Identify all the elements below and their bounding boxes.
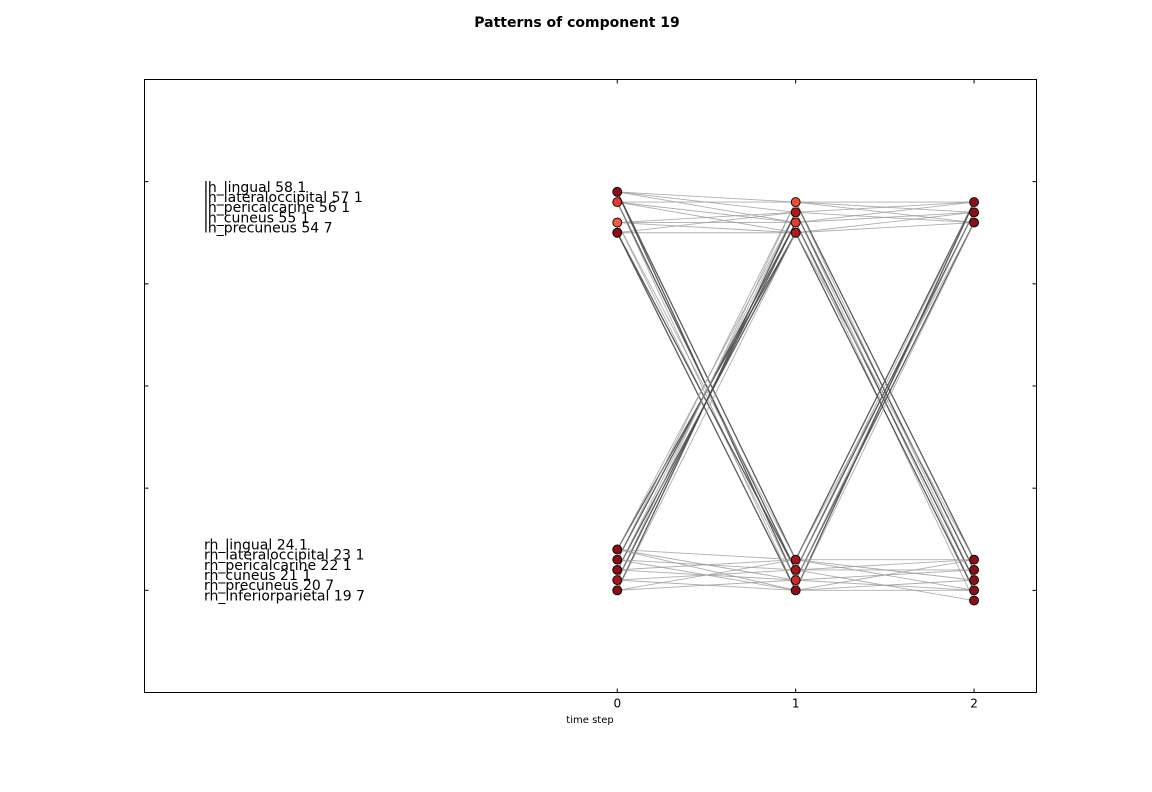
pattern-edge (617, 211, 796, 223)
x-tick-label: 1 (792, 697, 800, 711)
pattern-edge (795, 201, 975, 560)
region-label: rh_cuneus 21 1 (204, 568, 311, 584)
x-tick-label: 2 (970, 697, 978, 711)
region-label: lh_cuneus 55 1 (204, 210, 310, 226)
pattern-edge (617, 579, 796, 591)
x-tick-label: 0 (613, 697, 621, 711)
pattern-node (969, 595, 980, 606)
pattern-edge (795, 201, 975, 213)
pattern-edge (616, 201, 797, 591)
pattern-node (969, 564, 980, 575)
pattern-edge (795, 201, 975, 571)
pattern-edge (616, 201, 797, 560)
pattern-node (612, 575, 623, 586)
pattern-node (612, 227, 623, 238)
ticks-layer: 0 1 2 (144, 79, 1037, 711)
pattern-edge (617, 559, 796, 571)
region-label: rh_precuneus 20 7 (204, 578, 334, 594)
pattern-edge (616, 201, 797, 581)
pattern-edge (795, 212, 975, 571)
pattern-edge (617, 559, 796, 591)
pattern-edge (617, 549, 796, 591)
pattern-node (969, 554, 980, 565)
pattern-node (969, 585, 980, 596)
region-label: rh_lingual 24 1 (204, 537, 308, 553)
pattern-edge (795, 232, 975, 591)
pattern-edge (795, 222, 975, 234)
pattern-node (790, 554, 801, 565)
pattern-node (790, 207, 801, 218)
pattern-edge (795, 201, 975, 591)
pattern-edge (617, 222, 796, 234)
pattern-node (612, 554, 623, 565)
x-axis-label: time step (566, 715, 613, 726)
edges-layer (616, 191, 975, 601)
pattern-edge (617, 549, 796, 561)
pattern-node (790, 217, 801, 228)
region-label: lh_lingual 58 1 (204, 180, 306, 196)
pattern-node (612, 585, 623, 596)
region-label: rh_lateraloccipital 23 1 (204, 548, 364, 564)
pattern-node (612, 544, 623, 555)
pattern-node (790, 575, 801, 586)
pattern-node (790, 585, 801, 596)
pattern-node (790, 197, 801, 208)
region-label: lh_precuneus 54 7 (204, 221, 333, 237)
pattern-edge (795, 222, 975, 591)
pattern-edge (616, 191, 797, 560)
pattern-edge (795, 559, 975, 591)
region-label: lh_lateraloccipital 57 1 (204, 190, 363, 206)
region-label: lh_pericalcarine 56 1 (204, 200, 350, 216)
pattern-edge (795, 222, 975, 581)
pattern-edge (617, 191, 796, 223)
pattern-node (612, 564, 623, 575)
pattern-edge (795, 559, 975, 571)
region-label: rh_pericalcarine 22 1 (204, 558, 352, 574)
pattern-node (612, 186, 623, 197)
pattern-edge (795, 211, 975, 234)
pattern-edge (795, 211, 975, 223)
pattern-node (969, 197, 980, 208)
pattern-node (790, 564, 801, 575)
nodes-layer (612, 186, 980, 606)
labels-layer: lh_lingual 58 1lh_lateraloccipital 57 1l… (204, 180, 365, 605)
pattern-edge (795, 579, 975, 591)
pattern-edge (616, 232, 797, 591)
chart-title: Patterns of component 19 (474, 15, 680, 31)
region-label: rh_inferiorparietal 19 7 (204, 588, 365, 604)
pattern-edge (616, 201, 797, 571)
pattern-node (612, 197, 623, 208)
pattern-edge (616, 212, 797, 591)
pattern-edge (617, 201, 796, 223)
pattern-node (969, 207, 980, 218)
pattern-node (612, 217, 623, 228)
pattern-node (969, 217, 980, 228)
pattern-edge (617, 211, 796, 234)
pattern-node (790, 227, 801, 238)
pattern-edge (617, 191, 796, 203)
pattern-node (969, 575, 980, 586)
pattern-edge (795, 201, 975, 223)
